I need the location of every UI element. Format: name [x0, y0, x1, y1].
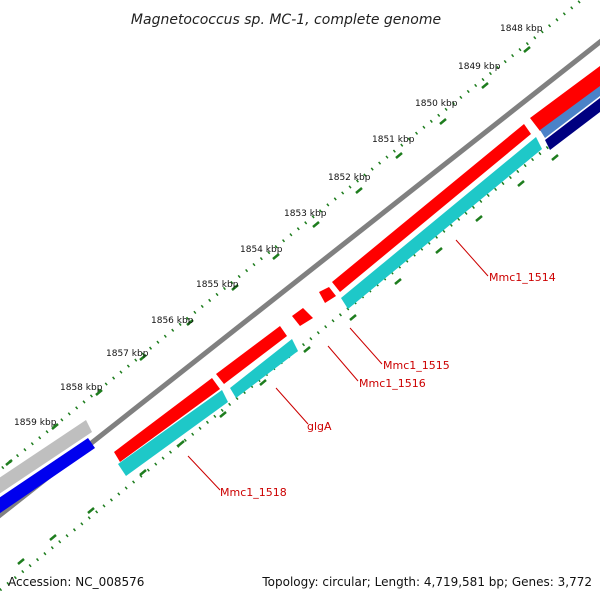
gene-label-mmc1-1514: Mmc1_1514: [489, 271, 556, 284]
leader-lines: [187, 239, 489, 491]
tick-label-1855: 1855 kbp: [196, 280, 239, 290]
tick-mark: [303, 346, 311, 353]
tick-mark: [349, 314, 357, 321]
tick-mark: [272, 253, 280, 260]
cds-forward-mmc1-1515[interactable]: [319, 287, 336, 303]
cds-forward-mmc1-1516[interactable]: [292, 308, 313, 326]
tick-mark: [395, 152, 403, 159]
tick-mark: [517, 180, 525, 187]
tick-mark: [439, 118, 447, 125]
navy-feature[interactable]: [545, 98, 600, 150]
tick-mark: [394, 278, 402, 285]
tick-label-1850: 1850 kbp: [415, 99, 458, 109]
tick-mark: [139, 469, 147, 476]
tick-label-1858: 1858 kbp: [60, 383, 103, 393]
leader-mmc1-1515: [349, 327, 383, 365]
tick-mark: [95, 389, 103, 396]
cds-forward-mmc1-1514[interactable]: [332, 124, 531, 292]
lightblue-feature[interactable]: [540, 86, 600, 138]
tick-label-1857: 1857 kbp: [106, 349, 149, 359]
tick-mark: [523, 46, 531, 53]
tick-label-1852: 1852 kbp: [328, 173, 371, 183]
cds-forward-glga[interactable]: [216, 326, 287, 384]
tick-label-1849: 1849 kbp: [458, 62, 501, 72]
tick-mark: [186, 319, 194, 326]
grey-feature[interactable]: [0, 420, 92, 500]
tick-mark: [475, 215, 483, 222]
tick-label-1856: 1856 kbp: [151, 316, 194, 326]
tick-label-1854: 1854 kbp: [240, 245, 283, 255]
cds-forward-right[interactable]: [530, 66, 600, 131]
leader-mmc1-1514: [455, 239, 489, 277]
tick-mark: [355, 187, 363, 194]
genome-summary-text: Topology: circular; Length: 4,719,581 bp…: [261, 575, 592, 589]
leader-mmc1-1516: [327, 345, 359, 382]
tick-mark: [219, 411, 227, 418]
gene-label-mmc1-1518: Mmc1_1518: [220, 486, 287, 499]
tick-label-1853: 1853 kbp: [284, 209, 327, 219]
tick-mark: [17, 558, 25, 565]
tick-mark: [177, 440, 185, 447]
tick-label-1848: 1848 kbp: [500, 24, 543, 34]
tick-labels: 1848 kbp 1849 kbp 1850 kbp 1851 kbp 1852…: [14, 24, 543, 428]
accession-text: Accession: NC_008576: [8, 575, 144, 589]
tick-mark: [231, 284, 239, 291]
tick-mark: [481, 82, 489, 89]
gene-label-mmc1-1515: Mmc1_1515: [383, 359, 450, 372]
tick-mark: [312, 221, 320, 228]
cds-reverse-mmc1-1514[interactable]: [341, 137, 542, 309]
map-title: Magnetococcus sp. MC-1, complete genome: [131, 12, 441, 28]
genome-backbone: [0, 38, 600, 519]
tick-mark: [551, 154, 559, 161]
tick-mark: [5, 459, 13, 466]
leader-glga: [275, 387, 309, 425]
tick-mark: [87, 507, 95, 514]
tick-label-1859: 1859 kbp: [14, 418, 57, 428]
tick-mark: [139, 354, 147, 361]
tick-mark: [435, 247, 443, 254]
tick-label-1851: 1851 kbp: [372, 135, 415, 145]
leader-mmc1-1518: [187, 455, 221, 491]
tick-mark: [49, 534, 57, 541]
cds-forward-mmc1-1518[interactable]: [114, 378, 220, 462]
inner-major-ticks: [17, 154, 559, 565]
cds-reverse-glga[interactable]: [230, 339, 298, 398]
gene-label-glga: glgA: [307, 420, 332, 433]
tick-mark: [51, 423, 59, 430]
cds-reverse-mmc1-1518[interactable]: [118, 390, 228, 476]
outer-major-ticks: [5, 46, 531, 466]
blue-feature[interactable]: [0, 438, 95, 520]
gene-label-mmc1-1516: Mmc1_1516: [359, 377, 426, 390]
tick-mark: [259, 379, 267, 386]
